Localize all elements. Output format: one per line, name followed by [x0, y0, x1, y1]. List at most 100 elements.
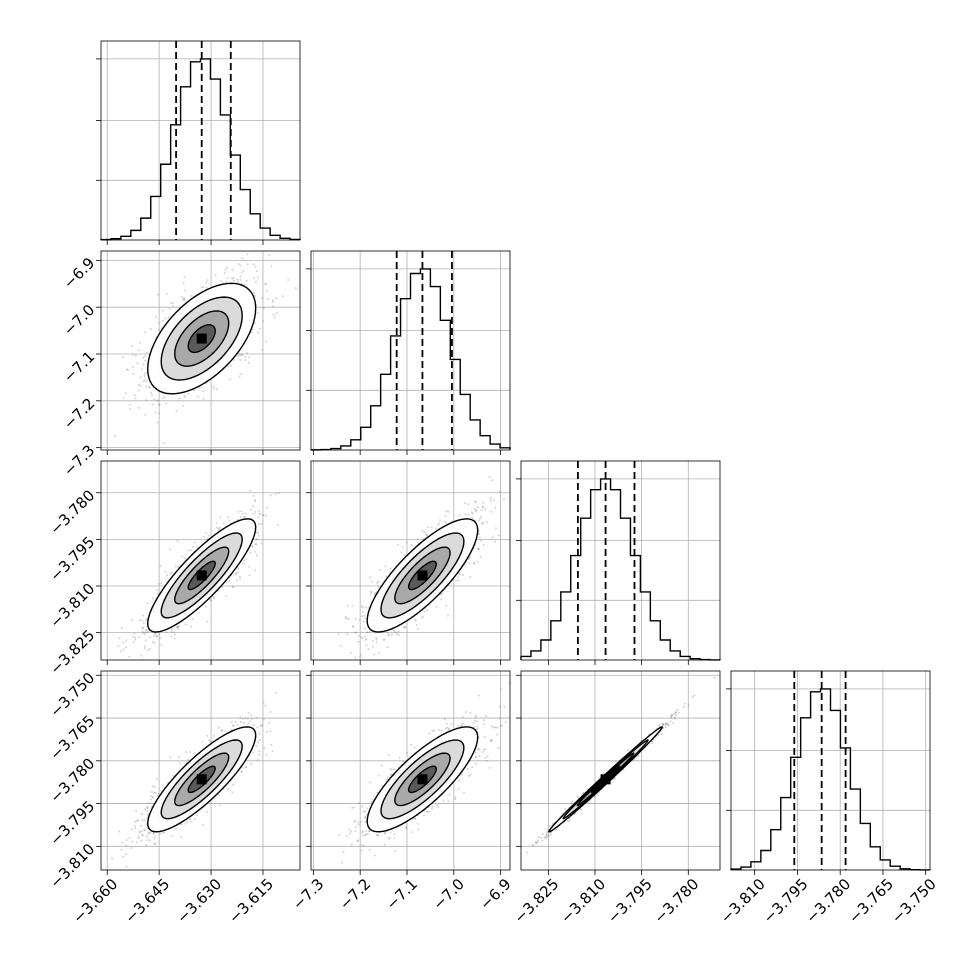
sample-point: [486, 755, 489, 758]
sample-point: [232, 724, 235, 727]
sample-point: [151, 597, 154, 600]
sample-point: [156, 635, 159, 638]
sample-point: [414, 618, 417, 621]
sample-point: [526, 851, 529, 854]
sample-point: [218, 526, 221, 529]
sample-point: [693, 694, 696, 697]
sample-point: [366, 631, 369, 634]
y-tick-label: −3.795: [46, 797, 98, 849]
sample-point: [357, 839, 360, 842]
sample-point: [637, 754, 640, 757]
sample-point: [474, 508, 477, 511]
sample-point: [627, 749, 630, 752]
sample-point: [254, 543, 257, 546]
sample-point: [478, 536, 481, 539]
sample-point: [217, 793, 220, 796]
histogram-panel-3: [516, 460, 721, 665]
sample-point: [218, 726, 221, 729]
sample-point: [128, 836, 131, 839]
sample-point: [670, 715, 673, 718]
sample-point: [125, 368, 128, 371]
sample-point: [373, 653, 376, 656]
sample-point: [239, 577, 242, 580]
sample-point: [143, 378, 146, 381]
sample-point: [273, 316, 276, 319]
sample-point: [249, 714, 252, 717]
sample-point: [332, 871, 334, 873]
sample-point: [369, 593, 372, 596]
sample-point: [535, 841, 538, 844]
sample-point: [186, 820, 189, 823]
sample-point: [144, 619, 147, 622]
sample-point: [178, 397, 181, 400]
sample-point: [255, 543, 258, 546]
sample-point: [495, 733, 498, 736]
sample-point: [368, 829, 371, 832]
sample-point: [494, 506, 497, 509]
sample-point: [144, 359, 147, 362]
sample-point: [193, 818, 196, 821]
sample-point: [388, 836, 391, 839]
sample-point: [258, 753, 261, 756]
sample-point: [354, 826, 357, 829]
sample-point: [358, 618, 361, 621]
sample-point: [402, 626, 405, 629]
sample-point: [413, 746, 416, 749]
sample-point: [130, 847, 133, 850]
sample-point: [423, 530, 426, 533]
sample-point: [371, 798, 374, 801]
sample-point: [499, 688, 502, 691]
sample-point: [664, 722, 667, 725]
sample-point: [204, 605, 207, 608]
sample-point: [226, 581, 229, 584]
sample-point: [446, 726, 449, 729]
panel-frame: [310, 460, 511, 661]
sample-point: [239, 354, 242, 357]
sample-point: [153, 786, 156, 789]
sample-point: [433, 729, 436, 732]
sample-point: [460, 725, 463, 728]
sample-point: [130, 661, 132, 663]
sample-point: [274, 492, 277, 495]
contour-line: [590, 765, 621, 794]
sample-point: [158, 412, 161, 415]
sample-point: [490, 725, 493, 728]
sample-point: [504, 721, 507, 724]
sample-point: [364, 810, 367, 813]
sample-point: [464, 513, 467, 516]
sample-point: [252, 494, 255, 497]
sample-point: [145, 351, 148, 354]
sample-point: [472, 721, 475, 724]
sample-point: [122, 855, 125, 858]
sample-point: [137, 349, 140, 352]
sample-point: [338, 834, 341, 837]
sample-point: [447, 728, 450, 731]
sample-point: [268, 253, 271, 256]
sample-point: [661, 724, 664, 727]
sample-point: [146, 602, 149, 605]
sample-point: [245, 233, 247, 235]
sample-point: [405, 541, 408, 544]
sample-point: [111, 857, 114, 860]
scatter-panel-2-1: [96, 233, 301, 455]
sample-point: [194, 752, 197, 755]
sample-point: [474, 756, 477, 759]
sample-point: [365, 644, 368, 647]
sample-point: [252, 723, 255, 726]
sample-point: [422, 615, 425, 618]
sample-point: [376, 834, 379, 837]
sample-point: [477, 747, 480, 750]
sample-point: [532, 844, 535, 847]
sample-point: [352, 625, 355, 628]
sample-point: [228, 519, 231, 522]
sample-point: [146, 810, 149, 813]
sample-point: [142, 380, 145, 383]
sample-point: [239, 359, 242, 362]
sample-point: [134, 636, 137, 639]
x-tick-label: −3.660: [69, 875, 121, 927]
sample-point: [438, 519, 441, 522]
sample-point: [150, 805, 153, 808]
sample-point: [462, 716, 465, 719]
sample-point: [262, 307, 265, 310]
sample-point: [170, 302, 173, 305]
